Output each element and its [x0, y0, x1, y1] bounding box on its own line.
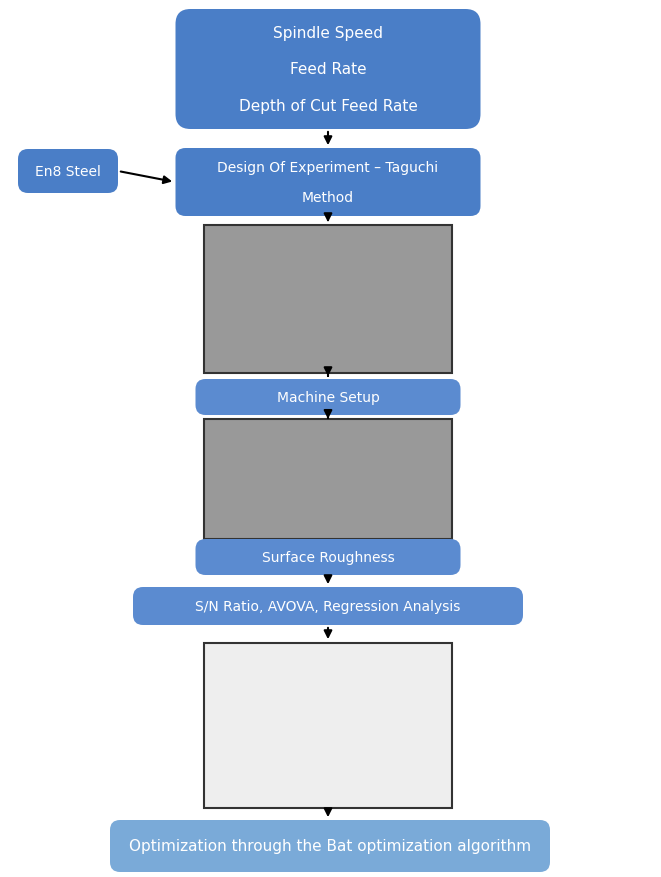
- Text: Spindle Speed: Spindle Speed: [273, 26, 383, 41]
- Text: En8 Steel: En8 Steel: [35, 165, 101, 179]
- Bar: [204, 643, 452, 808]
- FancyBboxPatch shape: [176, 10, 481, 130]
- FancyBboxPatch shape: [133, 588, 523, 625]
- Text: Design Of Experiment – Taguchi: Design Of Experiment – Taguchi: [217, 161, 438, 175]
- FancyBboxPatch shape: [110, 820, 550, 872]
- Bar: [204, 419, 452, 539]
- Text: Machine Setup: Machine Setup: [276, 390, 379, 404]
- Text: Depth of Cut Feed Rate: Depth of Cut Feed Rate: [239, 99, 418, 114]
- FancyBboxPatch shape: [196, 539, 461, 575]
- Bar: [204, 225, 452, 374]
- Text: Surface Roughness: Surface Roughness: [262, 551, 395, 565]
- Text: Method: Method: [302, 190, 354, 204]
- Text: Optimization through the Bat optimization algorithm: Optimization through the Bat optimizatio…: [129, 838, 531, 853]
- FancyBboxPatch shape: [176, 149, 481, 217]
- FancyBboxPatch shape: [18, 150, 118, 194]
- Text: S/N Ratio, AVOVA, Regression Analysis: S/N Ratio, AVOVA, Regression Analysis: [195, 599, 461, 613]
- Text: Feed Rate: Feed Rate: [290, 62, 366, 77]
- FancyBboxPatch shape: [196, 380, 461, 416]
